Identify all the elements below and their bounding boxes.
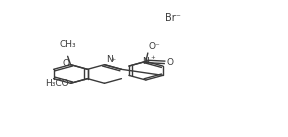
Text: Br⁻: Br⁻ (165, 13, 181, 23)
Text: +: + (111, 57, 116, 62)
Text: +: + (150, 55, 155, 60)
Text: CH₃: CH₃ (59, 40, 76, 49)
Text: N: N (143, 57, 149, 66)
Text: N: N (106, 55, 113, 64)
Text: H₃CO: H₃CO (46, 79, 69, 88)
Text: O⁻: O⁻ (148, 42, 160, 51)
Text: O: O (63, 59, 70, 68)
Text: O: O (167, 58, 174, 67)
